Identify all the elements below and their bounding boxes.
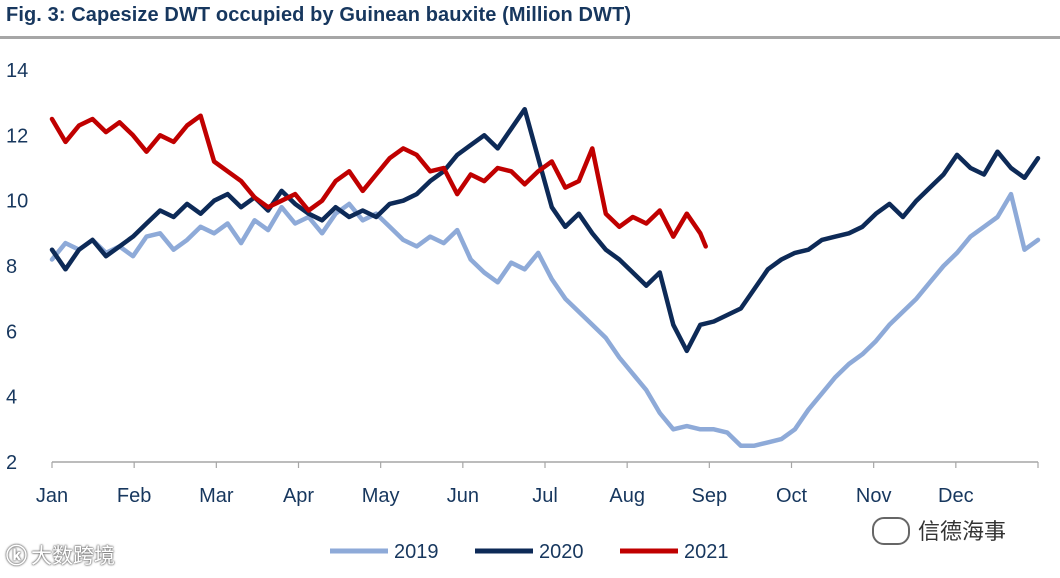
x-tick-label: Aug xyxy=(609,485,645,507)
chart-title: Fig. 3: Capesize DWT occupied by Guinean… xyxy=(6,4,632,26)
series-line-2021 xyxy=(49,113,708,249)
title-divider xyxy=(0,36,1060,39)
watermark-left: ⓚ 大数跨境 xyxy=(6,540,115,570)
series-lines xyxy=(49,106,1041,448)
x-tick-label: Oct xyxy=(776,485,808,507)
legend-label-2020: 2020 xyxy=(539,541,584,563)
y-tick-label: 8 xyxy=(6,256,17,278)
legend-label-2019: 2019 xyxy=(394,541,439,563)
y-tick-label: 6 xyxy=(6,321,17,343)
y-axis: 2 4 6 8 10 12 14 xyxy=(6,60,28,474)
y-tick-label: 10 xyxy=(6,191,28,213)
watermark-left-text: 大数跨境 xyxy=(31,544,115,568)
x-tick-label: Apr xyxy=(283,485,314,507)
watermark-right-text: 信德海事 xyxy=(918,520,1007,545)
y-tick-label: 4 xyxy=(6,387,17,409)
x-tick-label: Sep xyxy=(692,485,728,507)
legend-label-2021: 2021 xyxy=(684,541,729,563)
y-tick-label: 2 xyxy=(6,452,17,474)
x-tick-label: May xyxy=(362,485,400,507)
x-axis: Jan Feb Mar Apr May Jun Jul Aug Sep Oct Nov Dec xyxy=(36,462,1039,507)
x-tick-label: Jul xyxy=(532,485,558,507)
wechat-icon xyxy=(872,517,910,545)
series-line-2019 xyxy=(49,191,1041,448)
x-tick-label: Mar xyxy=(199,485,234,507)
watermark-left-logo: ⓚ xyxy=(6,544,27,568)
x-tick-label: Nov xyxy=(856,485,892,507)
legend: 2019 2020 2021 xyxy=(330,541,729,563)
y-tick-label: 14 xyxy=(6,60,28,82)
series-line-2020 xyxy=(49,106,1041,354)
x-tick-label: Jun xyxy=(447,485,479,507)
x-tick-label: Jan xyxy=(36,485,68,507)
x-tick-label: Feb xyxy=(117,485,151,507)
y-tick-label: 12 xyxy=(6,125,28,147)
watermark-right: 信德海事 xyxy=(872,514,1006,547)
x-tick-label: Dec xyxy=(938,485,974,507)
